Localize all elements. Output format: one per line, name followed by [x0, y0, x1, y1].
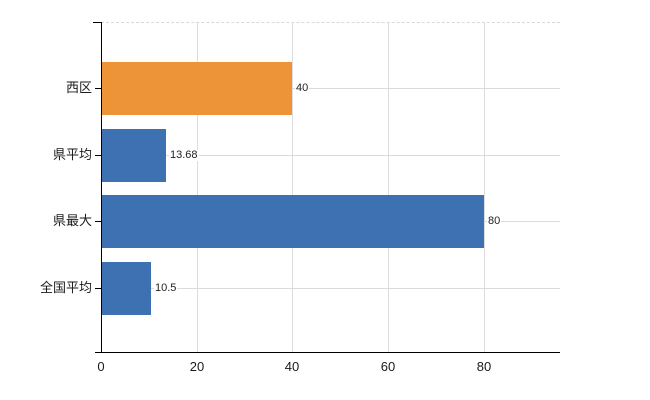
x-axis-tick-label-20: 20 — [189, 359, 205, 374]
y-axis-label-西区: 西区 — [65, 80, 92, 95]
y-axis-tick-全国平均 — [95, 288, 101, 289]
x-gridline-40 — [292, 22, 293, 352]
bar-value-label-県平均: 13.68 — [169, 149, 199, 161]
y-axis-end-cap — [93, 22, 101, 23]
bar-value-label-西区: 40 — [295, 82, 310, 94]
y-axis-line — [101, 22, 102, 352]
y-gridline-row-1 — [101, 155, 560, 156]
bar-value-label-県最大: 80 — [487, 215, 502, 227]
bar-value-label-全国平均: 10.5 — [154, 282, 178, 294]
y-gridline-row-0 — [101, 88, 560, 89]
x-axis-tick-label-60: 60 — [380, 359, 396, 374]
x-axis-tick-label-80: 80 — [476, 359, 492, 374]
x-gridline-80 — [484, 22, 485, 352]
x-gridline-60 — [388, 22, 389, 352]
y-axis-tick-県平均 — [95, 155, 101, 156]
y-axis-tick-県最大 — [95, 221, 101, 222]
y-gridline-row-3 — [101, 288, 560, 289]
plot-area — [101, 22, 560, 352]
y-axis-tick-西区 — [95, 88, 101, 89]
bar-県平均 — [101, 129, 166, 182]
x-axis-tick-label-40: 40 — [284, 359, 300, 374]
x-axis-tick-label-0: 0 — [97, 359, 105, 374]
bar-全国平均 — [101, 262, 151, 315]
y-axis-label-県平均: 県平均 — [52, 147, 92, 162]
y-axis-label-全国平均: 全国平均 — [39, 280, 92, 295]
bar-西区 — [101, 62, 292, 115]
y-axis-label-県最大: 県最大 — [52, 213, 92, 228]
x-gridline-20 — [197, 22, 198, 352]
bar-県最大 — [101, 195, 484, 248]
x-axis-line — [95, 352, 560, 353]
